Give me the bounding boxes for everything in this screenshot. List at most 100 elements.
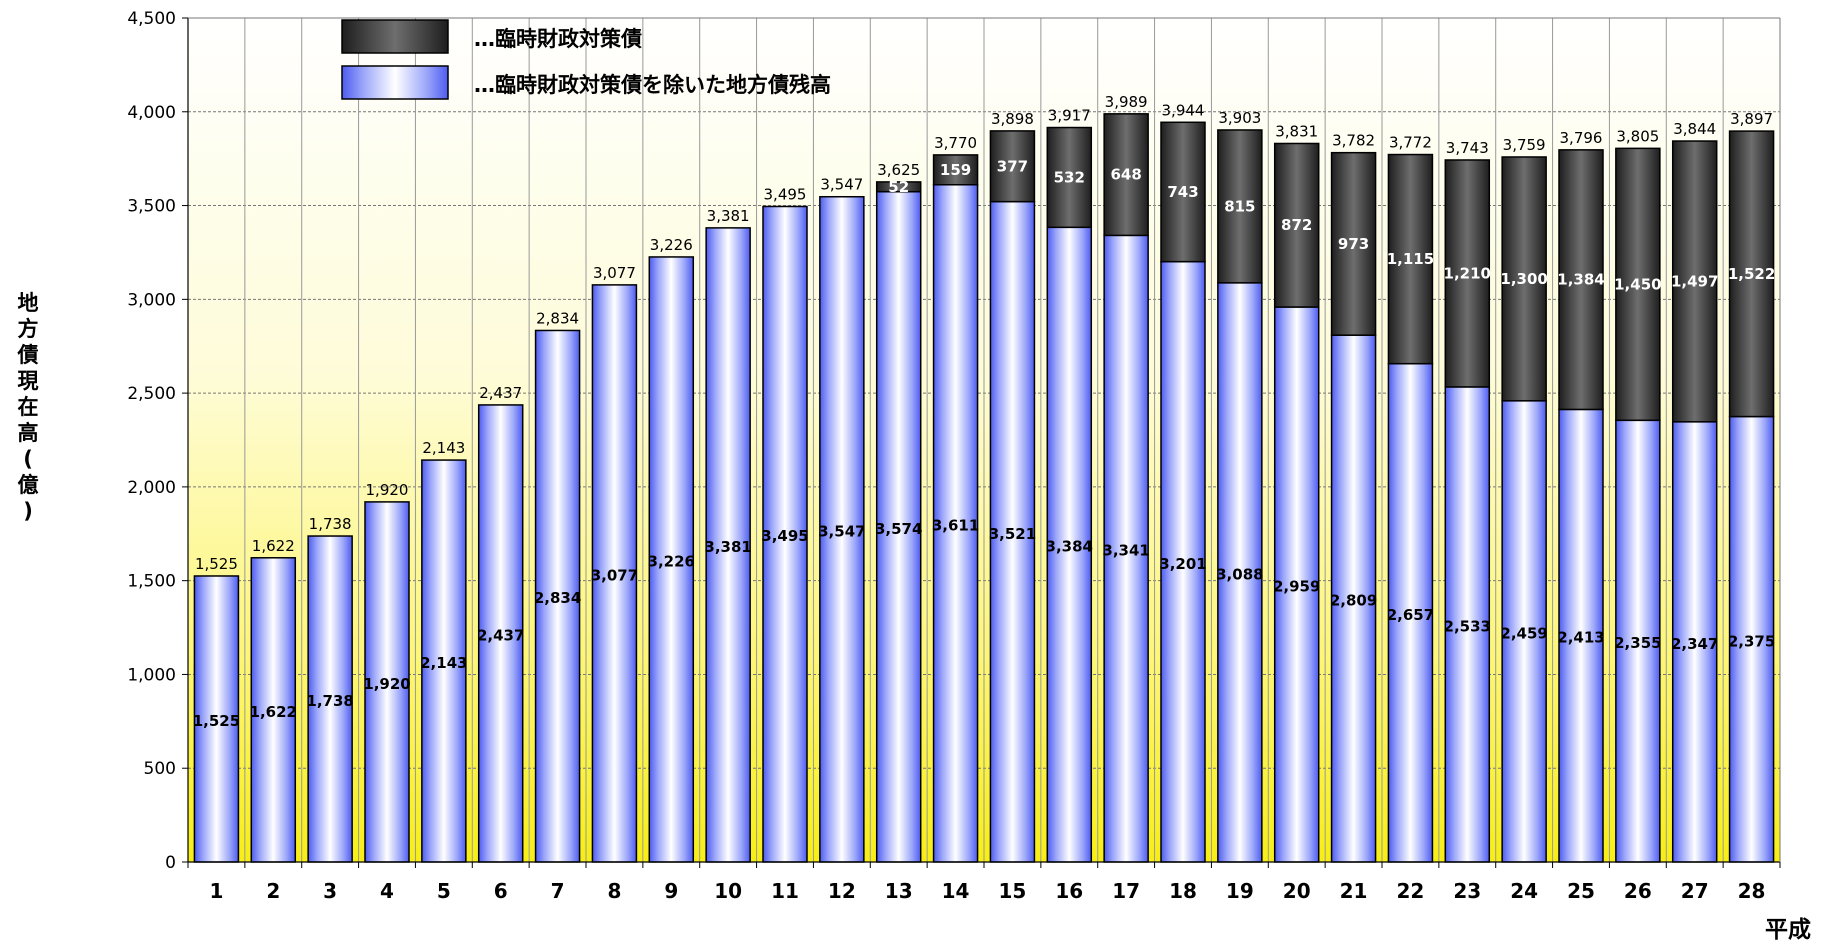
data-label-total: 1,622 xyxy=(252,537,295,555)
data-label-total: 3,782 xyxy=(1332,132,1375,150)
x-tick-label: 20 xyxy=(1283,879,1311,903)
bar-excluding-bonds xyxy=(193,575,240,863)
x-tick-label: 5 xyxy=(437,879,451,903)
data-label-total: 1,738 xyxy=(309,515,352,533)
x-tick-label: 6 xyxy=(494,879,508,903)
data-label-excluding-bonds: 2,413 xyxy=(1557,629,1604,647)
bar-temporary-bonds xyxy=(1160,121,1206,263)
data-label-excluding-bonds: 2,959 xyxy=(1273,578,1320,596)
bar-temporary-bonds xyxy=(1671,140,1718,423)
data-label-excluding-bonds: 2,657 xyxy=(1387,606,1434,624)
bar-excluding-bonds xyxy=(819,195,865,863)
data-label-excluding-bonds: 2,355 xyxy=(1614,634,1661,652)
x-tick-label: 11 xyxy=(771,879,799,903)
x-tick-label: 23 xyxy=(1453,879,1481,903)
data-label-temporary-bonds: 377 xyxy=(997,157,1028,175)
x-tick-label: 1 xyxy=(209,879,223,903)
bar-temporary-bonds xyxy=(1615,147,1661,422)
bar-excluding-bonds xyxy=(250,557,297,863)
data-label-temporary-bonds: 743 xyxy=(1167,183,1198,201)
y-axis-label-char: 在 xyxy=(17,395,39,419)
y-axis-label: 地方債現在高(億) xyxy=(8,290,48,524)
bar-excluding-bonds xyxy=(648,256,695,863)
data-label-total: 1,920 xyxy=(366,481,409,499)
x-tick-label: 16 xyxy=(1055,879,1083,903)
bar-temporary-bonds xyxy=(989,130,1036,203)
bar-excluding-bonds xyxy=(1671,421,1718,863)
data-label-total: 3,077 xyxy=(593,264,636,282)
y-axis-label-char: 地 xyxy=(17,291,39,315)
bar-temporary-bonds xyxy=(1728,130,1775,418)
x-tick-label: 14 xyxy=(942,879,970,903)
y-axis-label-char: 高 xyxy=(17,421,39,445)
bars xyxy=(193,113,1775,863)
data-label-excluding-bonds: 3,077 xyxy=(591,566,638,584)
bar-excluding-bonds xyxy=(705,227,751,863)
y-tick-label: 2,000 xyxy=(127,478,176,498)
bar-excluding-bonds xyxy=(989,200,1036,863)
bar-temporary-bonds xyxy=(1444,159,1491,388)
data-label-total: 3,743 xyxy=(1446,139,1489,157)
x-tick-label: 17 xyxy=(1112,879,1140,903)
x-tick-label: 12 xyxy=(828,879,856,903)
legend-swatch-excluding-bonds xyxy=(341,65,449,100)
y-axis-label-char: 方 xyxy=(17,317,39,341)
bar-excluding-bonds xyxy=(1728,415,1775,863)
data-label-excluding-bonds: 3,384 xyxy=(1046,538,1093,556)
data-label-excluding-bonds: 3,611 xyxy=(932,516,979,534)
data-label-excluding-bonds: 3,381 xyxy=(704,538,751,556)
bar-temporary-bonds xyxy=(1273,142,1320,308)
data-label-temporary-bonds: 1,522 xyxy=(1728,265,1775,283)
data-label-total: 3,897 xyxy=(1730,110,1773,128)
data-label-excluding-bonds: 2,809 xyxy=(1330,592,1377,610)
data-label-total: 3,770 xyxy=(934,134,977,152)
data-label-temporary-bonds: 1,210 xyxy=(1444,264,1491,282)
data-label-excluding-bonds: 2,459 xyxy=(1500,624,1547,642)
bar-excluding-bonds xyxy=(1501,400,1547,863)
x-tick-label: 7 xyxy=(551,879,565,903)
data-label-temporary-bonds: 648 xyxy=(1110,166,1141,184)
y-axis-label-char: ) xyxy=(23,499,33,523)
x-tick-label: 3 xyxy=(323,879,337,903)
bar-excluding-bonds xyxy=(1444,386,1491,863)
data-label-excluding-bonds: 3,495 xyxy=(761,527,808,545)
data-label-total: 3,917 xyxy=(1048,106,1091,124)
y-axis-label-char: 債 xyxy=(17,343,39,367)
legend: …臨時財政対策債 …臨時財政対策債を除いた地方債残高 xyxy=(341,19,831,100)
data-label-total: 3,844 xyxy=(1673,120,1716,138)
data-label-excluding-bonds: 3,341 xyxy=(1102,542,1149,560)
data-label-temporary-bonds: 159 xyxy=(940,161,971,179)
data-label-total: 2,834 xyxy=(536,309,579,327)
data-labels: 1,525 1,525 1,622 1,622 1,738 1,738 1,920 1,920… xyxy=(193,93,1776,730)
data-label-excluding-bonds: 3,521 xyxy=(989,525,1036,543)
legend-label-temporary-bonds: …臨時財政対策債 xyxy=(474,27,642,51)
data-label-excluding-bonds: 3,574 xyxy=(875,520,922,538)
data-label-temporary-bonds: 1,497 xyxy=(1671,272,1718,290)
y-tick-label: 4,000 xyxy=(127,103,176,123)
data-label-excluding-bonds: 3,547 xyxy=(818,522,865,540)
data-label-total: 3,547 xyxy=(820,176,863,194)
y-tick-label: 3,500 xyxy=(127,197,176,217)
data-label-total: 3,759 xyxy=(1503,136,1546,154)
x-tick-label: 27 xyxy=(1681,879,1709,903)
x-tick-label: 10 xyxy=(714,879,742,903)
y-axis-label-char: 現 xyxy=(17,369,39,393)
bar-excluding-bonds xyxy=(762,205,808,863)
x-tick-label: 22 xyxy=(1397,879,1425,903)
data-label-excluding-bonds: 3,226 xyxy=(648,552,695,570)
data-label-temporary-bonds: 973 xyxy=(1338,235,1369,253)
bar-excluding-bonds xyxy=(875,190,922,863)
y-tick-label: 500 xyxy=(144,759,176,779)
bar-excluding-bonds xyxy=(932,183,979,863)
data-label-total: 2,143 xyxy=(422,439,465,457)
bar-temporary-bonds xyxy=(1558,149,1604,411)
x-tick-label: 28 xyxy=(1738,879,1766,903)
data-label-total: 3,831 xyxy=(1275,122,1318,140)
x-tick-label: 9 xyxy=(664,879,678,903)
x-tick-label: 21 xyxy=(1340,879,1368,903)
axes: 0 500 1,000 1,500 2,000 2,500 3,000 3,500 4,000 4… xyxy=(127,9,1781,903)
y-tick-label: 1,500 xyxy=(127,572,176,592)
bar-excluding-bonds xyxy=(591,284,638,863)
data-label-total: 3,381 xyxy=(707,207,750,225)
data-label-total: 3,495 xyxy=(764,185,807,203)
